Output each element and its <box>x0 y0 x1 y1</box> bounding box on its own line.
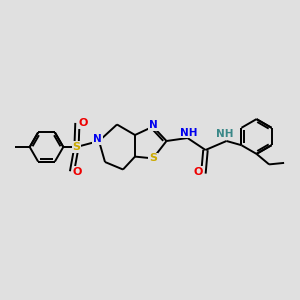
Text: N: N <box>149 120 158 130</box>
Text: S: S <box>149 153 157 164</box>
Text: NH: NH <box>180 128 198 138</box>
Text: S: S <box>73 142 80 152</box>
Text: NH: NH <box>216 129 234 140</box>
Text: O: O <box>193 167 203 177</box>
Text: O: O <box>78 118 88 128</box>
Text: N: N <box>93 134 102 145</box>
Text: O: O <box>73 167 82 177</box>
